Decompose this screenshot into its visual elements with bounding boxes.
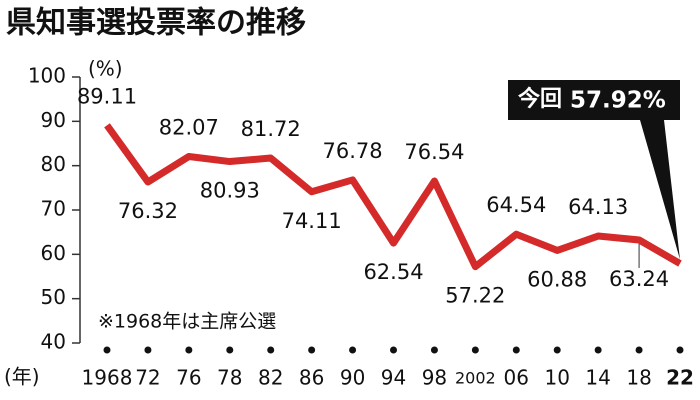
data-label: 80.93 — [200, 179, 260, 203]
data-label: 82.07 — [159, 115, 219, 139]
note: ※1968年は主席公選 — [98, 311, 276, 333]
x-tick-dot — [185, 346, 193, 354]
data-label: 81.72 — [241, 117, 301, 141]
x-tick-dot — [430, 346, 438, 354]
y-tick-label: 50 — [41, 285, 66, 309]
x-tick-label: 76 — [176, 366, 201, 390]
x-tick-label: 2002 — [455, 369, 496, 388]
data-label: 76.32 — [118, 199, 178, 223]
data-label: 76.78 — [323, 139, 383, 163]
x-tick-dot — [103, 346, 111, 354]
x-tick-label: 18 — [626, 366, 651, 390]
x-tick-label: 06 — [504, 366, 529, 390]
x-tick-label: 82 — [258, 366, 283, 390]
data-label: 62.54 — [363, 260, 423, 284]
x-tick-dot — [226, 346, 234, 354]
callout-box — [508, 80, 680, 260]
x-tick-dot — [635, 346, 643, 354]
y-tick-label: 80 — [41, 152, 66, 176]
y-tick-label: 40 — [41, 330, 66, 354]
x-tick-label: 14 — [585, 366, 610, 390]
x-tick-label: 90 — [340, 366, 365, 390]
x-unit: (年) — [4, 365, 40, 389]
y-unit: (%) — [88, 57, 123, 81]
y-tick-label: 70 — [41, 197, 66, 221]
data-label: 74.11 — [282, 209, 342, 233]
x-tick-dot — [512, 346, 520, 354]
y-tick-label: 100 — [28, 64, 66, 88]
x-tick-label: 72 — [135, 366, 160, 390]
data-label: 57.22 — [445, 284, 505, 308]
x-tick-dot — [594, 346, 602, 354]
x-tick-dot — [390, 346, 397, 354]
x-tick-dot — [349, 346, 357, 354]
x-tick-label: 78 — [217, 366, 242, 390]
x-tick-label: 10 — [544, 366, 569, 390]
chart-title: 県知事選投票率の推移 — [6, 6, 306, 41]
x-tick-label: 86 — [299, 366, 324, 390]
x-tick-label: 1968 — [82, 366, 133, 390]
data-label: 63.24 — [609, 267, 669, 291]
y-tick-label: 60 — [41, 241, 66, 265]
x-tick-dot — [144, 346, 152, 354]
x-tick-label: 94 — [381, 366, 406, 390]
data-label: 89.11 — [77, 84, 137, 108]
y-tick-label: 90 — [41, 108, 66, 132]
data-label: 64.54 — [486, 193, 546, 217]
x-tick-dot — [471, 346, 479, 354]
data-label: 57.92% — [570, 88, 666, 114]
x-tick-dot — [553, 346, 561, 354]
callout-label: 今回 — [518, 86, 562, 112]
x-tick-dot — [676, 346, 684, 354]
x-tick-dot — [267, 346, 275, 354]
x-tick-label: 98 — [422, 366, 447, 390]
data-line — [104, 123, 682, 271]
x-tick-label: 22 — [666, 366, 694, 390]
data-label: 60.88 — [527, 267, 587, 291]
x-tick-dot — [308, 346, 316, 354]
data-label: 64.13 — [568, 195, 628, 219]
data-label: 76.54 — [404, 140, 464, 164]
